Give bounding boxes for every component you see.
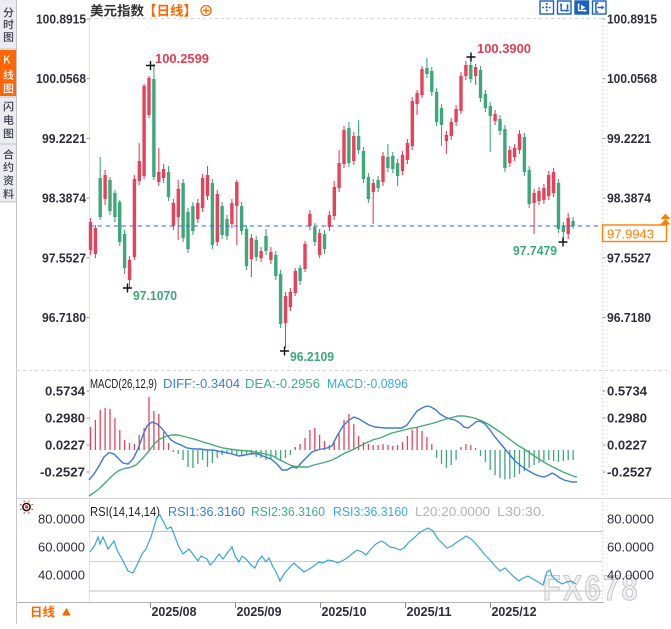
- svg-text:0.2980: 0.2980: [607, 411, 647, 426]
- svg-text:RSI(14,14,14): RSI(14,14,14): [90, 505, 160, 519]
- svg-text:RSI2:36.3160: RSI2:36.3160: [251, 505, 325, 519]
- svg-text:MACD(26,12,9): MACD(26,12,9): [90, 377, 157, 391]
- svg-text:60.0000: 60.0000: [38, 540, 85, 555]
- svg-text:96.7180: 96.7180: [607, 310, 651, 325]
- svg-text:100.8915: 100.8915: [607, 12, 657, 27]
- svg-text:L30:30.: L30:30.: [497, 505, 545, 519]
- svg-text:96.2109: 96.2109: [290, 350, 334, 364]
- svg-text:L20:20.0000: L20:20.0000: [415, 505, 490, 519]
- svg-text:-0.2527: -0.2527: [607, 465, 652, 480]
- svg-text:98.3874: 98.3874: [607, 191, 652, 206]
- svg-text:-0.2527: -0.2527: [40, 465, 85, 480]
- svg-text:0.0227: 0.0227: [45, 438, 85, 453]
- svg-text:RSI3:36.3160: RSI3:36.3160: [333, 505, 408, 519]
- svg-text:80.0000: 80.0000: [607, 512, 654, 527]
- svg-text:DIFF:-0.3404: DIFF:-0.3404: [163, 377, 240, 391]
- svg-text:0.2980: 0.2980: [45, 411, 85, 426]
- svg-text:100.0568: 100.0568: [607, 71, 657, 86]
- svg-text:60.0000: 60.0000: [607, 540, 654, 555]
- svg-text:99.2221: 99.2221: [42, 131, 86, 146]
- svg-text:97.7479: 97.7479: [513, 244, 557, 258]
- svg-text:2025/11: 2025/11: [407, 605, 452, 619]
- svg-text:100.0568: 100.0568: [36, 71, 86, 86]
- svg-text:0.0227: 0.0227: [607, 438, 647, 453]
- svg-text:97.5527: 97.5527: [607, 250, 651, 265]
- svg-text:2025/09: 2025/09: [237, 605, 282, 619]
- svg-text:MACD:-0.0896: MACD:-0.0896: [327, 377, 408, 391]
- svg-text:97.5527: 97.5527: [42, 250, 86, 265]
- svg-text:FX678: FX678: [543, 569, 640, 608]
- svg-text:2025/12: 2025/12: [492, 605, 537, 619]
- svg-text:0.5734: 0.5734: [45, 384, 86, 399]
- svg-text:RSI1:36.3160: RSI1:36.3160: [168, 505, 245, 519]
- svg-text:2025/08: 2025/08: [152, 605, 197, 619]
- svg-text:2025/10: 2025/10: [322, 605, 367, 619]
- svg-text:80.0000: 80.0000: [38, 512, 85, 527]
- svg-text:99.2221: 99.2221: [607, 131, 651, 146]
- svg-text:100.3900: 100.3900: [477, 42, 531, 56]
- svg-text:40.0000: 40.0000: [607, 568, 654, 583]
- svg-text:97.9943: 97.9943: [607, 226, 654, 241]
- svg-text:97.1070: 97.1070: [133, 289, 177, 303]
- svg-text:100.2599: 100.2599: [155, 52, 209, 66]
- svg-text:96.7180: 96.7180: [42, 310, 86, 325]
- svg-text:100.8915: 100.8915: [36, 12, 86, 27]
- svg-text:98.3874: 98.3874: [42, 191, 87, 206]
- svg-text:0.5734: 0.5734: [607, 384, 648, 399]
- svg-text:DEA:-0.2956: DEA:-0.2956: [245, 377, 320, 391]
- svg-text:40.0000: 40.0000: [38, 568, 85, 583]
